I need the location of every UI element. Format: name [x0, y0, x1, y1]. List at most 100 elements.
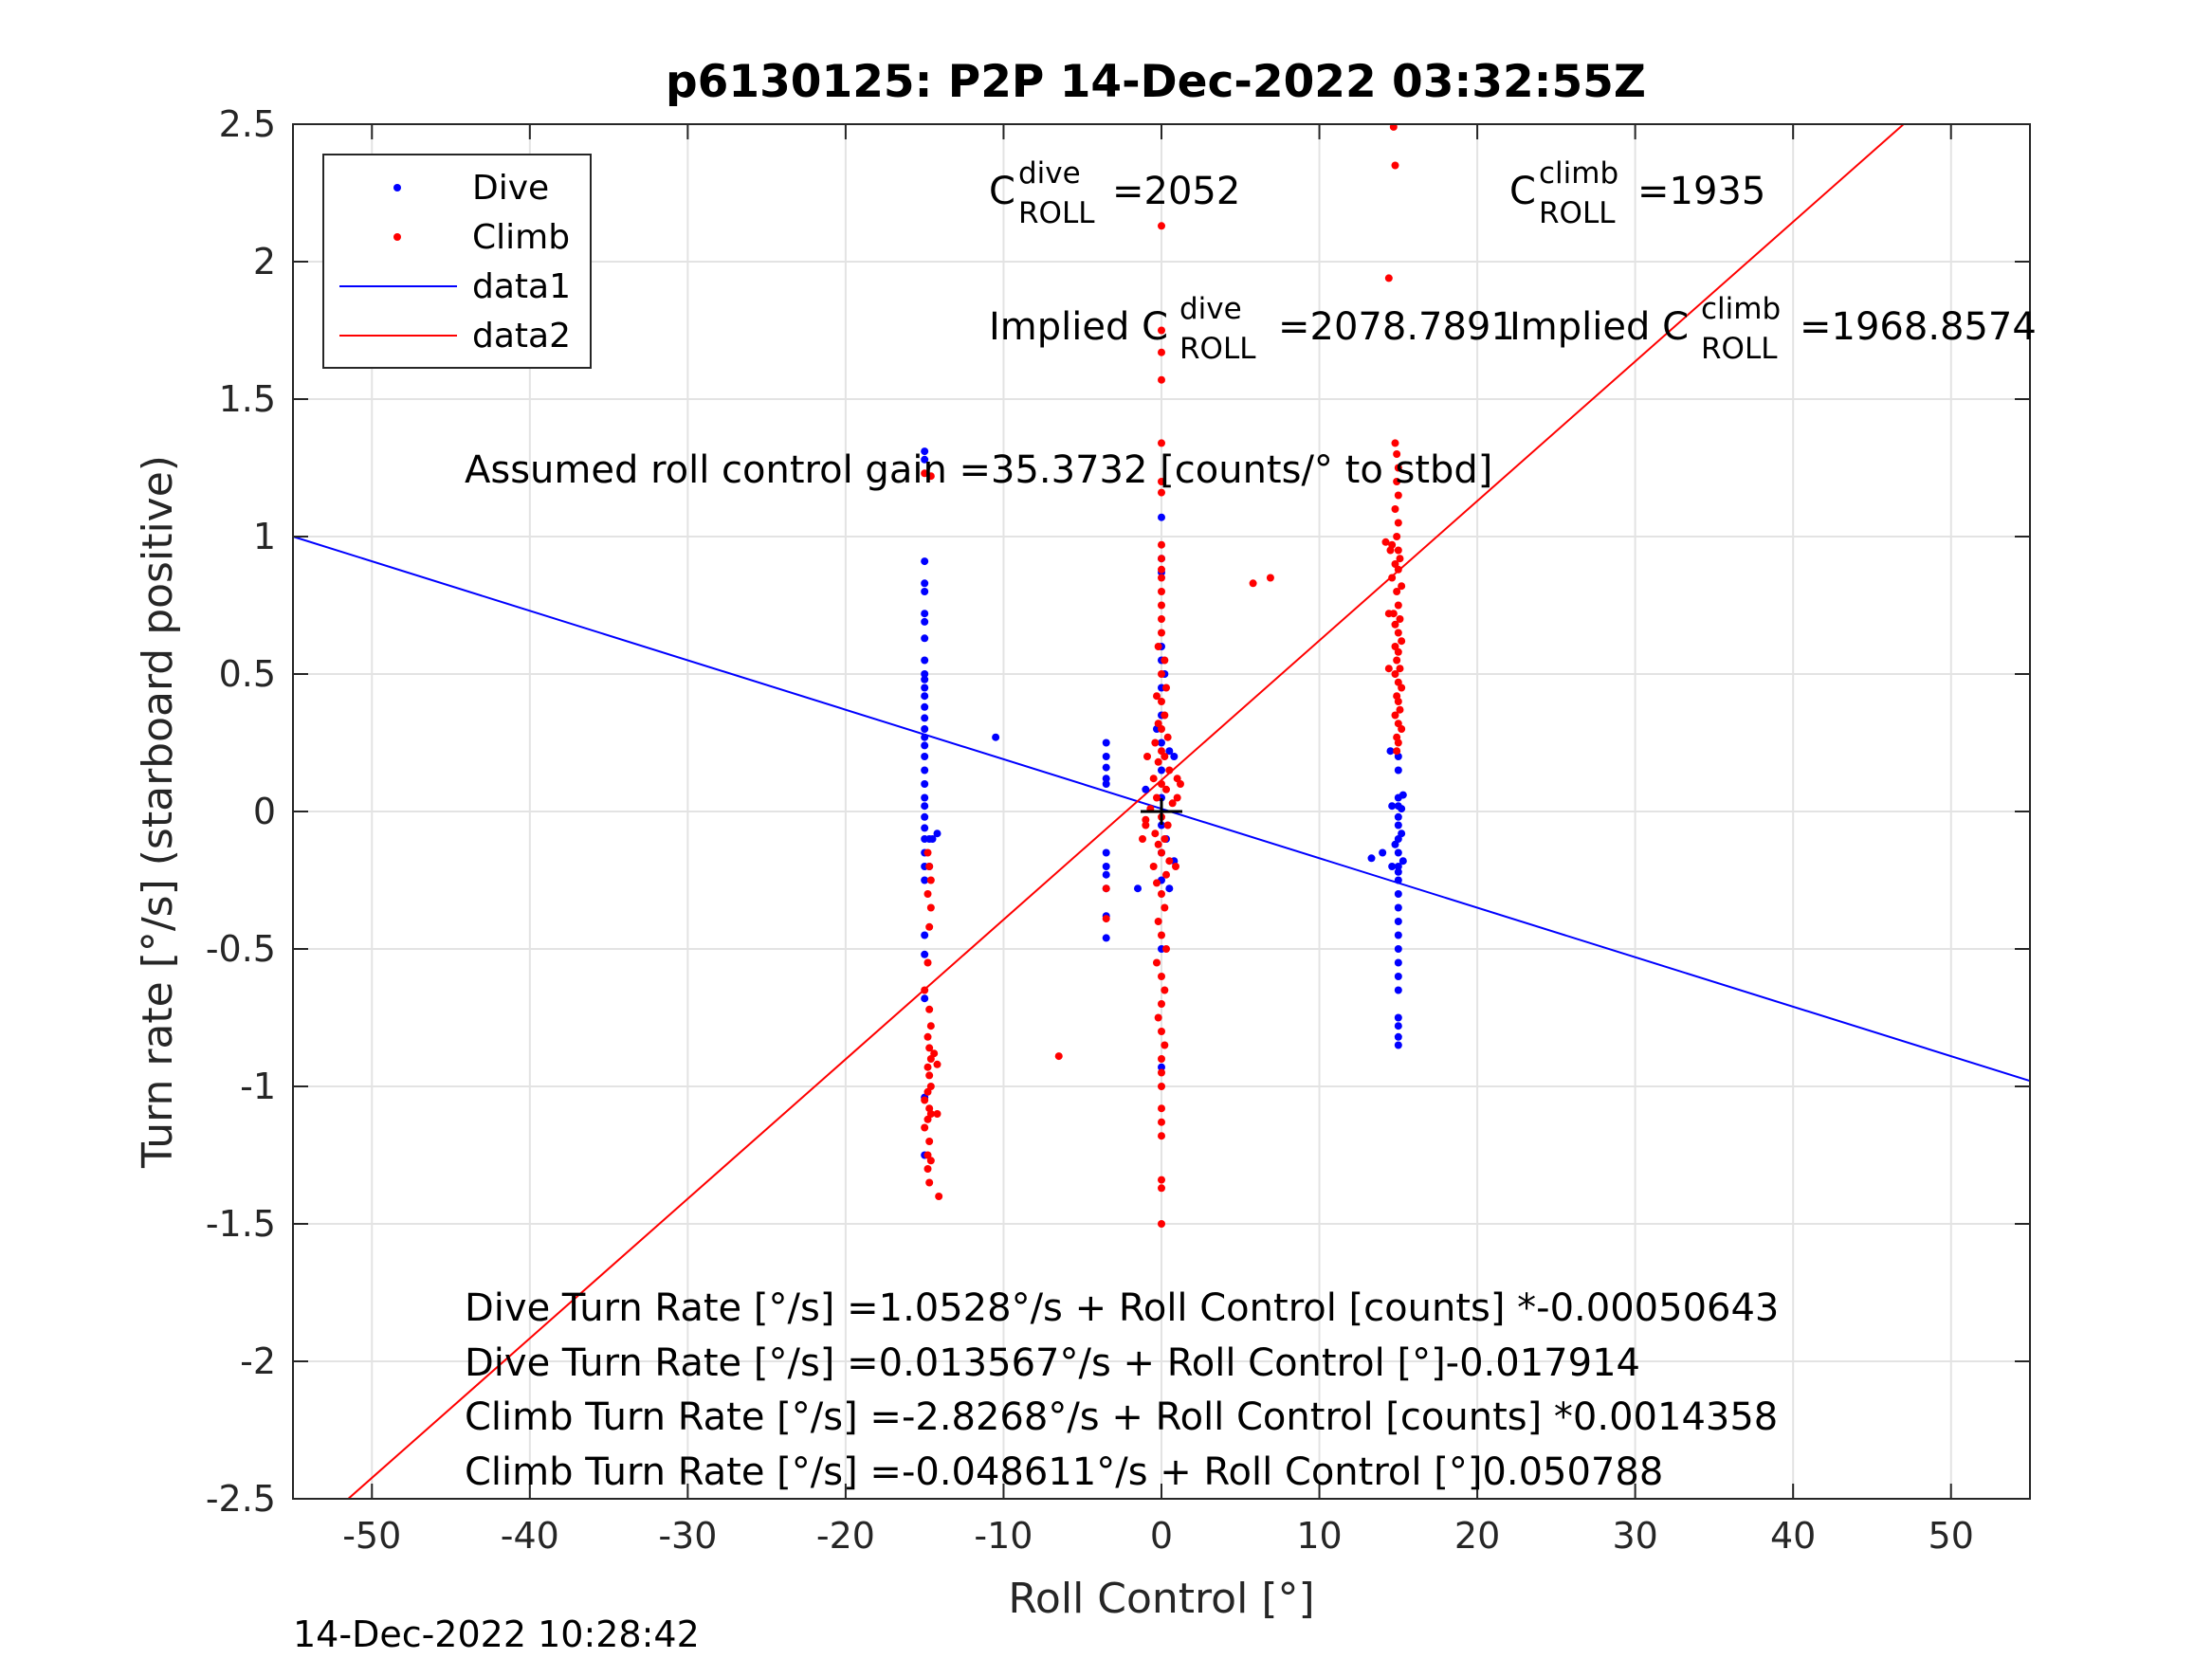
point-dive — [1394, 1022, 1402, 1030]
point-climb — [1388, 574, 1397, 582]
y-axis-label: Turn rate [°/s] (starboard positive) — [134, 455, 182, 1169]
point-dive — [921, 714, 929, 722]
point-dive — [921, 670, 929, 678]
svg-text:=2078.7891: =2078.7891 — [1278, 305, 1515, 349]
point-climb — [1391, 670, 1399, 678]
point-dive — [921, 733, 929, 741]
annotation-superscript: dive — [1179, 292, 1242, 326]
point-climb — [1158, 1220, 1165, 1228]
point-climb — [1165, 766, 1174, 775]
y-tick-label: 2 — [253, 241, 276, 283]
point-dive — [921, 634, 929, 643]
point-climb — [1393, 656, 1401, 665]
point-climb — [1158, 725, 1165, 733]
origin-marker — [1141, 798, 1182, 825]
point-climb — [1158, 1104, 1165, 1113]
point-climb — [1394, 546, 1402, 555]
annotation-value: =2052 — [1112, 170, 1240, 213]
point-climb — [926, 1022, 935, 1030]
point-dive — [1394, 986, 1402, 994]
point-dive — [1394, 848, 1402, 857]
point-climb — [1158, 931, 1165, 939]
point-climb — [1158, 780, 1165, 788]
point-climb — [1158, 747, 1165, 756]
x-tick-label: -40 — [501, 1515, 559, 1557]
point-climb — [1158, 890, 1165, 898]
point-climb — [923, 1151, 932, 1159]
point-climb — [923, 1063, 932, 1071]
point-climb — [921, 1096, 929, 1104]
y-tick-label: 0 — [253, 791, 276, 832]
point-climb — [1158, 973, 1165, 980]
x-tick-label: 30 — [1612, 1515, 1657, 1557]
point-climb — [1158, 1132, 1165, 1140]
point-climb — [1161, 785, 1170, 793]
annotation-value: =1935 — [1637, 170, 1765, 213]
point-dive — [921, 824, 929, 832]
annotation-subscript: ROLL — [1179, 332, 1256, 366]
point-climb — [1393, 588, 1401, 595]
annotation-fit-3: Climb Turn Rate [°/s] =-2.8268°/s + Roll… — [465, 1395, 1778, 1439]
point-dive — [921, 447, 929, 456]
point-dive — [1102, 738, 1110, 747]
legend-label-data1: data1 — [472, 267, 571, 306]
legend-label-climb: Climb — [472, 218, 570, 257]
point-climb — [1391, 711, 1399, 720]
x-tick-label: -50 — [342, 1515, 401, 1557]
annotation-gain: Assumed roll control gain =35.3732 [coun… — [465, 448, 1492, 492]
point-climb — [1158, 565, 1165, 574]
point-climb — [926, 1083, 935, 1090]
svg-text:ROLL: ROLL — [1018, 196, 1095, 230]
point-climb — [1153, 793, 1161, 802]
point-climb — [1249, 579, 1257, 588]
point-climb — [1161, 684, 1170, 692]
point-dive — [921, 793, 929, 802]
legend-marker-dive — [393, 184, 401, 191]
point-dive — [921, 753, 929, 760]
point-dive — [1394, 821, 1402, 830]
point-dive — [1394, 1013, 1402, 1022]
point-climb — [1158, 1184, 1165, 1193]
point-dive — [1394, 890, 1402, 898]
point-climb — [925, 863, 934, 870]
point-climb — [1396, 705, 1404, 714]
point-climb — [1054, 1052, 1063, 1061]
point-climb — [1158, 698, 1165, 705]
point-climb — [1158, 326, 1165, 335]
point-dive — [1394, 918, 1402, 925]
point-climb — [1384, 610, 1393, 618]
point-climb — [1165, 857, 1174, 866]
point-dive — [1158, 1063, 1165, 1071]
svg-text:C: C — [989, 170, 1015, 213]
point-climb — [1393, 747, 1401, 756]
annotation-subscript: ROLL — [1539, 196, 1616, 230]
point-climb — [1394, 647, 1402, 656]
point-climb — [1398, 637, 1406, 646]
point-dive — [992, 733, 1000, 741]
point-climb — [925, 1005, 934, 1013]
point-dive — [1394, 876, 1402, 884]
x-tick-label: 50 — [1929, 1515, 1974, 1557]
point-climb — [1149, 863, 1158, 870]
annotation-superscript: climb — [1539, 156, 1618, 191]
point-climb — [1173, 793, 1181, 802]
point-climb — [923, 1115, 932, 1123]
point-climb — [1394, 720, 1402, 728]
point-climb — [1158, 670, 1165, 678]
point-climb — [1398, 684, 1406, 692]
point-dive — [921, 931, 929, 939]
point-dive — [921, 741, 929, 750]
point-climb — [1154, 918, 1162, 925]
point-climb — [1393, 450, 1401, 458]
point-climb — [1394, 629, 1402, 637]
point-dive — [1367, 854, 1376, 863]
data-points — [921, 122, 1407, 1228]
point-climb — [925, 1178, 934, 1187]
y-tick-label: 2.5 — [219, 103, 276, 145]
point-climb — [1151, 738, 1160, 747]
annotation-value: =2078.7891 — [1278, 305, 1515, 349]
annotation-subscript: ROLL — [1701, 332, 1778, 366]
annotation-prefix: Implied C — [1509, 305, 1689, 349]
point-climb — [1158, 1083, 1165, 1090]
annotation-value: =1968.8574 — [1800, 305, 2037, 349]
